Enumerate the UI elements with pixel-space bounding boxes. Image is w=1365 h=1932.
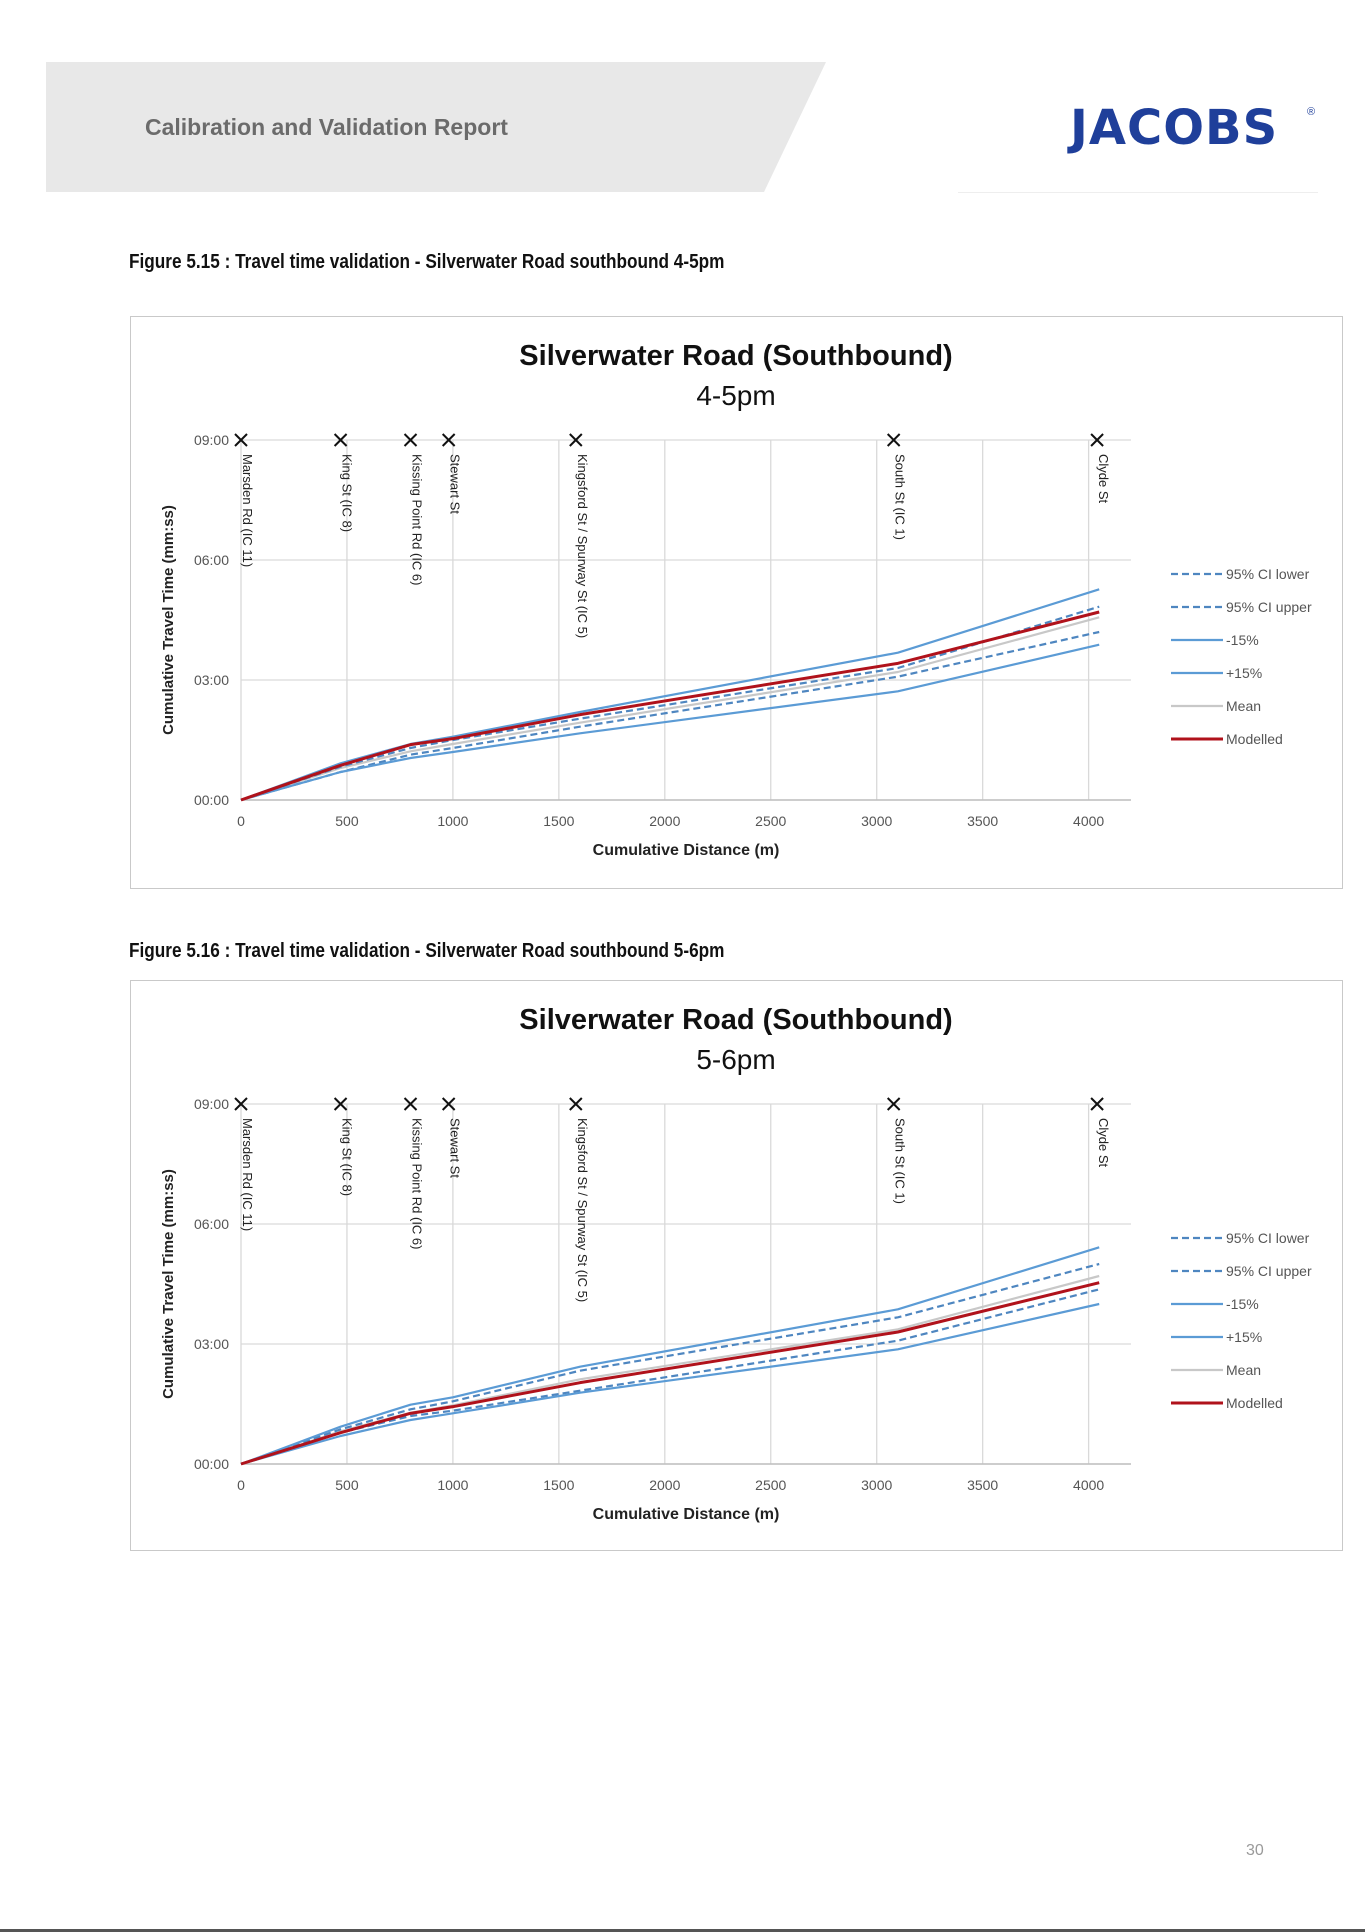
x-tick-label: 3000: [861, 813, 892, 829]
x-tick-label: 3500: [967, 813, 998, 829]
x-tick-label: 0: [237, 813, 245, 829]
x-tick-label: 3500: [967, 1477, 998, 1493]
chart-frame-5-6pm: Silverwater Road (Southbound) 5-6pm 00:00 0…: [130, 980, 1343, 1551]
series-line-95-ci-upper: [240, 1262, 1100, 1466]
intersection-label: Marsden Rd (IC 11): [240, 1118, 255, 1231]
legend-label: -15%: [1226, 1296, 1259, 1312]
legend-label: 95% CI upper: [1226, 599, 1312, 615]
series-line-15: [240, 588, 1100, 802]
intersection-marker: [569, 1097, 583, 1111]
intersection-marker: [403, 433, 418, 447]
intersection-marker: [569, 433, 583, 447]
chart-4-5pm: Silverwater Road (Southbound) 4-5pm 00:00 0…: [160, 340, 1312, 859]
x-tick-label: 1000: [437, 813, 468, 829]
figure-caption-5-16: Figure 5.16 : Travel time validation - S…: [129, 940, 725, 962]
x-tick-label: 2500: [755, 1477, 786, 1493]
x-tick-label: 4000: [1073, 1477, 1104, 1493]
intersection-label: Clyde St: [1096, 1118, 1111, 1168]
intersection-marker: [441, 433, 456, 447]
intersection-marker: [234, 433, 248, 447]
y-axis-label: Cumulative Travel Time (mm:ss): [160, 1169, 177, 1399]
x-tick-label: 1500: [543, 1477, 574, 1493]
report-title: Calibration and Validation Report: [145, 114, 508, 140]
intersection-label: Kingsford St / Spurway St (IC 5): [575, 1118, 590, 1302]
intersection-marker: [886, 433, 901, 447]
legend-label: Modelled: [1226, 731, 1283, 747]
intersection-label: King St (IC 8): [340, 454, 355, 532]
chart-subtitle: 4-5pm: [696, 380, 775, 411]
chart-subtitle: 5-6pm: [696, 1044, 775, 1075]
series-line-15: [240, 1246, 1100, 1466]
legend-label: Modelled: [1226, 1395, 1283, 1411]
series-line-95-ci-upper: [240, 605, 1100, 802]
intersection-label: Marsden Rd (IC 11): [240, 454, 255, 567]
x-tick-label: 500: [335, 1477, 359, 1493]
figure-caption-5-15: Figure 5.15 : Travel time validation - S…: [129, 251, 725, 273]
chart-frame-4-5pm: Silverwater Road (Southbound) 4-5pm 00:00 0…: [130, 316, 1343, 889]
intersection-marker: [234, 1097, 248, 1111]
intersection-label: Kissing Point Rd (IC 6): [410, 454, 425, 586]
logo-registered-mark: ®: [1307, 106, 1316, 118]
x-tick-label: 2500: [755, 813, 786, 829]
x-axis-label: Cumulative Distance (m): [593, 842, 780, 859]
page-number: 30: [1246, 1842, 1264, 1859]
legend-label: 95% CI upper: [1226, 1263, 1312, 1279]
y-tick-label: 09:00: [194, 432, 229, 448]
series-line-modelled: [240, 610, 1100, 802]
intersection-marker: [403, 1097, 418, 1111]
series-line-modelled: [240, 1281, 1100, 1466]
y-tick-label: 09:00: [194, 1096, 229, 1112]
intersection-marker: [333, 433, 348, 447]
legend-label: 95% CI lower: [1226, 1230, 1310, 1246]
x-tick-label: 500: [335, 813, 359, 829]
series-line-95-ci-lower: [240, 630, 1100, 802]
intersection-label: King St (IC 8): [340, 1118, 355, 1196]
series-line-mean: [240, 616, 1100, 802]
y-tick-label: 00:00: [194, 792, 229, 808]
y-tick-label: 03:00: [194, 672, 229, 688]
intersection-marker: [333, 1097, 348, 1111]
jacobs-logo: JACOBS: [1070, 100, 1279, 156]
bottom-divider: [0, 1929, 1365, 1932]
intersection-label: Stewart St: [448, 1118, 463, 1178]
y-tick-label: 06:00: [194, 1216, 229, 1232]
intersection-marker: [886, 1097, 901, 1111]
legend-label: +15%: [1226, 665, 1262, 681]
header-band: [46, 62, 826, 192]
series-line-mean: [240, 1274, 1100, 1466]
legend-label: Mean: [1226, 1362, 1261, 1378]
intersection-label: Stewart St: [448, 454, 463, 514]
legend-label: +15%: [1226, 1329, 1262, 1345]
x-tick-label: 3000: [861, 1477, 892, 1493]
x-axis-label: Cumulative Distance (m): [593, 1506, 780, 1523]
legend-label: Mean: [1226, 698, 1261, 714]
series-line-15: [240, 1302, 1100, 1466]
intersection-label: South St (IC 1): [893, 1118, 908, 1204]
y-tick-label: 00:00: [194, 1456, 229, 1472]
intersection-marker: [1090, 1097, 1104, 1111]
y-tick-label: 03:00: [194, 1336, 229, 1352]
x-tick-label: 0: [237, 1477, 245, 1493]
y-tick-label: 06:00: [194, 552, 229, 568]
x-tick-label: 2000: [649, 813, 680, 829]
intersection-marker: [441, 1097, 456, 1111]
chart-title: Silverwater Road (Southbound): [519, 1004, 952, 1036]
chart-5-6pm: Silverwater Road (Southbound) 5-6pm 00:00 0…: [160, 1004, 1312, 1523]
y-axis-label: Cumulative Travel Time (mm:ss): [160, 505, 177, 735]
intersection-label: Kingsford St / Spurway St (IC 5): [575, 454, 590, 638]
x-tick-label: 1000: [437, 1477, 468, 1493]
header-divider: [958, 192, 1318, 193]
intersection-marker: [1090, 433, 1104, 447]
intersection-label: Clyde St: [1096, 454, 1111, 504]
legend-label: 95% CI lower: [1226, 566, 1310, 582]
intersection-label: South St (IC 1): [893, 454, 908, 540]
x-tick-label: 2000: [649, 1477, 680, 1493]
series-line-15: [240, 643, 1100, 802]
chart-title: Silverwater Road (Southbound): [519, 340, 952, 372]
legend-label: -15%: [1226, 632, 1259, 648]
x-tick-label: 4000: [1073, 813, 1104, 829]
intersection-label: Kissing Point Rd (IC 6): [410, 1118, 425, 1250]
x-tick-label: 1500: [543, 813, 574, 829]
